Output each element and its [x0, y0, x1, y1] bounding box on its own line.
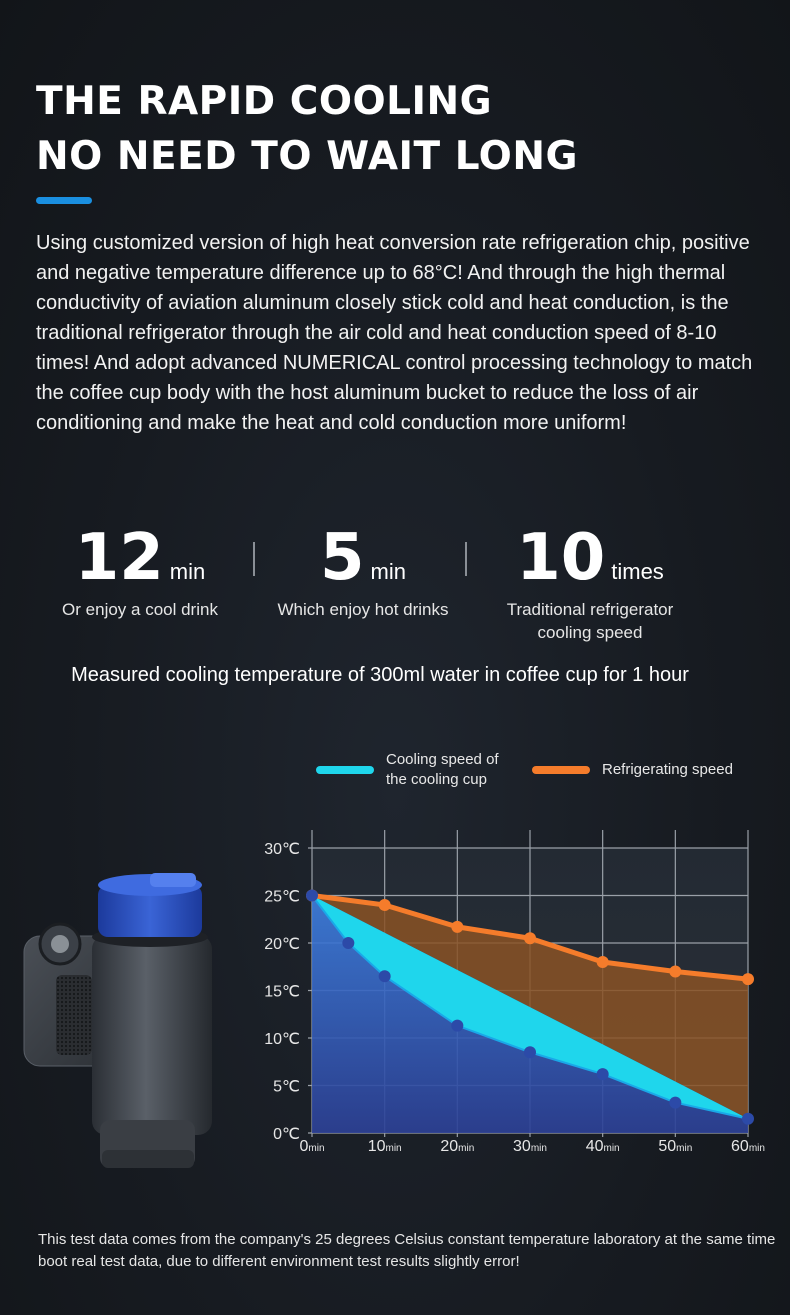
- y-tick-label: 5℃: [273, 1079, 300, 1096]
- stat-value: 10: [516, 521, 606, 595]
- stat-value: 5: [320, 521, 365, 595]
- x-tick-label: 10min: [368, 1138, 402, 1155]
- stat-caption: Traditional refrigerator cooling speed: [485, 598, 695, 644]
- refrigerating-point: [669, 965, 682, 978]
- cooling-point: [524, 1046, 536, 1059]
- cooling-point: [378, 970, 391, 983]
- stat-cool-drink: 12 min Or enjoy a cool drink: [50, 522, 230, 621]
- stat-caption-line-2: cooling speed: [537, 623, 643, 642]
- legend-swatch-cyan: [316, 766, 374, 774]
- x-tick-label: 50min: [658, 1138, 692, 1155]
- y-tick-label: 10℃: [264, 1031, 300, 1048]
- stat-caption: Which enjoy hot drinks: [277, 600, 449, 619]
- refrigerating-point: [596, 956, 609, 968]
- test-data-footnote: This test data comes from the company's …: [38, 1231, 776, 1270]
- refrigerating-point: [451, 920, 464, 933]
- x-tick-label: 20min: [440, 1138, 474, 1155]
- legend-cooling-cup: Cooling speed of the cooling cup: [316, 750, 499, 790]
- cooling-point: [669, 1096, 682, 1109]
- legend-refrigerating: Refrigerating speed: [532, 760, 733, 780]
- measured-caption: Measured cooling temperature of 300ml wa…: [71, 664, 689, 686]
- cooling-point: [742, 1112, 754, 1125]
- cooling-point: [451, 1019, 464, 1032]
- legend-label-line-2: the cooling cup: [386, 771, 487, 788]
- stat-caption: Or enjoy a cool drink: [62, 600, 218, 619]
- cooling-point: [342, 937, 355, 949]
- stat-hot-drink: 5 min Which enjoy hot drinks: [268, 522, 458, 621]
- y-tick-label: 0℃: [273, 1126, 300, 1143]
- intro-paragraph: Using customized version of high heat co…: [36, 232, 753, 434]
- stat-unit: times: [611, 559, 664, 584]
- x-tick-label: 40min: [586, 1138, 620, 1155]
- y-tick-label: 25℃: [264, 889, 300, 906]
- refrigerating-point: [524, 932, 536, 945]
- stat-refrigerator-speed: 10 times Traditional refrigerator cooling …: [485, 522, 695, 644]
- legend-label: Cooling speed of the cooling cup: [386, 750, 499, 790]
- title-line-2: NO NEED TO WAIT LONG: [36, 134, 578, 179]
- cooling-point: [596, 1068, 609, 1081]
- legend-label-line-1: Cooling speed of: [386, 751, 499, 768]
- stat-divider: [253, 542, 255, 576]
- cooling-band: [312, 895, 748, 1119]
- cooling-point: [306, 889, 318, 902]
- stat-value: 12: [74, 521, 164, 595]
- title-line-1: THE RAPID COOLING: [36, 79, 493, 124]
- stat-unit: min: [169, 559, 206, 584]
- refrigerating-point: [378, 899, 391, 911]
- legend-label: Refrigerating speed: [602, 761, 733, 778]
- x-tick-label: 30min: [513, 1138, 547, 1155]
- page-title: THE RAPID COOLING NO NEED TO WAIT LONG: [36, 74, 578, 184]
- y-tick-label: 30℃: [264, 841, 300, 858]
- legend-swatch-orange: [532, 766, 590, 774]
- cooling-line: [311, 894, 749, 1120]
- y-tick-label: 15℃: [264, 984, 300, 1001]
- stat-divider: [465, 542, 467, 576]
- title-accent-bar: [36, 197, 92, 204]
- refrigerating-point: [742, 973, 754, 986]
- x-tick-label: 0min: [299, 1138, 324, 1155]
- stat-unit: min: [370, 559, 406, 584]
- x-tick-label: 60min: [731, 1138, 765, 1155]
- cooling-cup-product-image: [23, 873, 212, 1168]
- stat-caption-line-1: Traditional refrigerator: [506, 600, 674, 619]
- y-tick-label: 20℃: [264, 936, 300, 953]
